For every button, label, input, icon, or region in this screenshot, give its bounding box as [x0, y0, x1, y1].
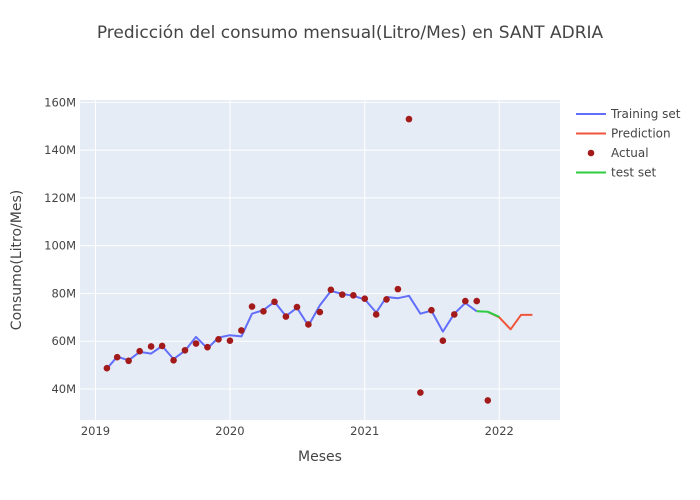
actual-point [158, 342, 166, 350]
actual-point [215, 335, 222, 343]
actual-point [192, 340, 200, 347]
actual-point [394, 285, 402, 293]
x-axis-title: Meses [298, 449, 342, 465]
x-tick-label: 2020 [215, 424, 244, 438]
x-tick-label: 2019 [81, 424, 110, 438]
legend-actual-swatch [587, 149, 595, 157]
actual-point [327, 286, 335, 294]
actual-point [181, 346, 189, 354]
y-tick-label: 100M [44, 239, 76, 253]
actual-point [473, 297, 481, 305]
x-tick-label: 2022 [485, 424, 514, 438]
actual-point [439, 337, 447, 345]
y-tick-label: 160M [44, 95, 76, 109]
actual-point [136, 347, 143, 355]
actual-point [316, 308, 324, 316]
legend-prediction-label: Prediction [611, 127, 671, 141]
y-tick-label: 60M [51, 334, 76, 348]
actual-point [361, 295, 369, 302]
actual-point [450, 311, 458, 318]
actual-point [204, 343, 211, 351]
actual-point [305, 321, 312, 328]
actual-point [428, 306, 435, 314]
series-markers [103, 115, 492, 404]
actual-point [282, 313, 290, 320]
legend-test-set-label: test set [611, 166, 656, 180]
actual-point [248, 303, 256, 310]
grid-lines [80, 100, 560, 420]
x-axis-ticks: 2019 2020 2021 2022 [81, 424, 514, 438]
y-tick-label: 140M [44, 143, 76, 157]
legend-actual-label: Actual [611, 146, 649, 160]
actual-point [238, 327, 245, 334]
plot-area [80, 100, 560, 420]
actual-point [226, 337, 234, 345]
y-axis-ticks: 40M 60M 80M 100M 120M 140M 160M [44, 95, 76, 396]
actual-point [170, 356, 177, 364]
actual-point [350, 292, 357, 299]
actual-point [125, 357, 132, 365]
training-set-line [106, 290, 478, 370]
test-set-line [476, 310, 500, 318]
actual-point [260, 308, 267, 315]
chart-title: Predicción del consumo mensual(Litro/Mes… [97, 23, 604, 43]
y-axis-title: Consumo(Litro/Mes) [9, 190, 25, 330]
legend: Training set Prediction Actual test set [576, 107, 681, 180]
x-tick-label: 2021 [350, 424, 379, 438]
y-tick-label: 40M [51, 382, 76, 396]
actual-point [338, 291, 346, 298]
actual-point [383, 296, 390, 303]
actual-point [147, 343, 155, 350]
actual-point [271, 298, 278, 306]
legend-training-set-label: Training set [610, 107, 681, 121]
actual-point [405, 115, 413, 123]
actual-point [372, 311, 380, 318]
y-tick-label: 80M [51, 286, 76, 300]
series-lines [106, 290, 533, 370]
actual-point [103, 364, 111, 372]
actual-point [293, 303, 301, 311]
actual-point [484, 397, 492, 404]
actual-point [113, 353, 121, 361]
actual-point [417, 389, 424, 396]
y-tick-label: 120M [44, 191, 76, 205]
actual-point [462, 297, 469, 305]
